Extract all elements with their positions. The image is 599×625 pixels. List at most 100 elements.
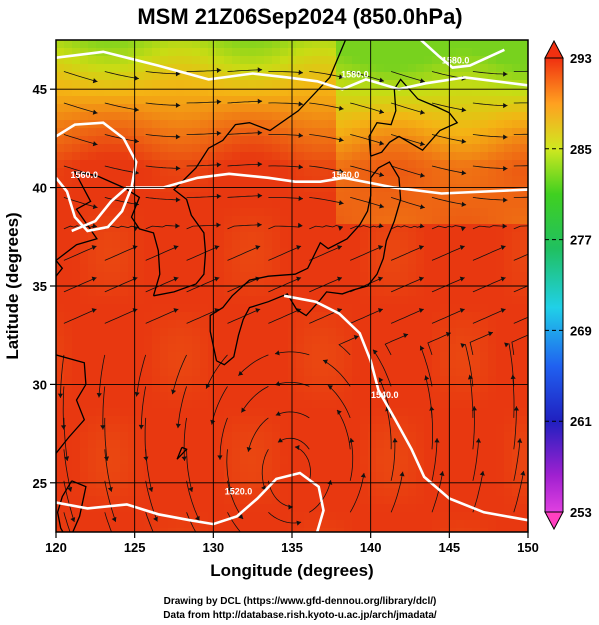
field-cell xyxy=(376,408,385,417)
field-cell xyxy=(56,424,65,433)
field-cell xyxy=(448,176,457,185)
field-cell xyxy=(328,344,337,353)
field-cell xyxy=(504,440,513,449)
field-cell xyxy=(320,528,329,532)
field-cell xyxy=(368,464,377,473)
field-cell xyxy=(496,64,505,73)
field-cell xyxy=(408,192,417,201)
field-cell xyxy=(432,144,441,153)
field-cell xyxy=(352,48,361,57)
field-cell xyxy=(176,40,185,49)
field-cell xyxy=(240,216,249,225)
field-cell xyxy=(408,440,417,449)
field-cell xyxy=(72,464,81,473)
field-cell xyxy=(72,448,81,457)
field-cell xyxy=(216,128,225,137)
field-cell xyxy=(96,312,105,321)
field-cell xyxy=(264,512,273,521)
field-cell xyxy=(464,472,473,481)
field-cell xyxy=(464,400,473,409)
streamline-arrow xyxy=(337,276,342,282)
field-cell xyxy=(128,472,137,481)
field-cell xyxy=(384,448,393,457)
field-cell xyxy=(208,376,217,385)
field-cell xyxy=(80,352,89,361)
field-cell xyxy=(384,360,393,369)
field-cell xyxy=(392,320,401,329)
field-cell xyxy=(320,376,329,385)
field-cell xyxy=(176,272,185,281)
field-cell xyxy=(392,48,401,57)
field-cell xyxy=(256,208,265,217)
field-cell xyxy=(368,440,377,449)
field-cell xyxy=(360,184,369,193)
field-cell xyxy=(192,136,201,145)
field-cell xyxy=(168,160,177,169)
field-cell xyxy=(440,432,449,441)
field-cell xyxy=(352,408,361,417)
field-cell xyxy=(320,320,329,329)
field-cell xyxy=(224,120,233,129)
field-cell xyxy=(152,344,161,353)
field-cell xyxy=(264,48,273,57)
field-cell xyxy=(464,464,473,473)
field-cell xyxy=(64,224,73,233)
field-cell xyxy=(472,400,481,409)
field-cell xyxy=(256,200,265,209)
field-cell xyxy=(320,48,329,57)
streamline xyxy=(186,308,220,324)
field-cell xyxy=(496,272,505,281)
field-cell xyxy=(96,520,105,529)
field-cell xyxy=(408,280,417,289)
field-cell xyxy=(152,136,161,145)
field-cell xyxy=(104,96,113,105)
field-cell xyxy=(168,224,177,233)
field-cell xyxy=(520,144,528,153)
field-cell xyxy=(376,488,385,497)
field-cell xyxy=(504,304,513,313)
field-cell xyxy=(416,480,425,489)
field-cell xyxy=(448,368,457,377)
field-cell xyxy=(240,384,249,393)
streamline-arrow xyxy=(420,172,425,178)
field-cell xyxy=(368,496,377,505)
field-cell xyxy=(296,328,305,337)
field-cell xyxy=(344,48,353,57)
field-cell xyxy=(152,408,161,417)
field-cell xyxy=(104,504,113,513)
field-cell xyxy=(216,224,225,233)
field-cell xyxy=(224,48,233,57)
field-cell xyxy=(168,184,177,193)
field-cell xyxy=(312,288,321,297)
field-cell xyxy=(280,368,289,377)
field-cell xyxy=(216,392,225,401)
field-cell xyxy=(480,392,489,401)
field-cell xyxy=(280,392,289,401)
streamline-arrow xyxy=(70,517,76,523)
field-cell xyxy=(392,280,401,289)
field-cell xyxy=(440,512,449,521)
field-cell xyxy=(112,432,121,441)
streamline xyxy=(227,163,263,167)
field-cell xyxy=(488,464,497,473)
field-cell xyxy=(216,456,225,465)
field-cell xyxy=(240,88,249,97)
field-cell xyxy=(472,416,481,425)
field-cell xyxy=(504,496,513,505)
field-cell xyxy=(200,520,209,529)
field-cell xyxy=(504,368,513,377)
field-cell xyxy=(272,440,281,449)
field-cell xyxy=(328,424,337,433)
field-cell xyxy=(144,336,153,345)
field-cell xyxy=(456,368,465,377)
field-cell xyxy=(264,64,273,73)
field-cell xyxy=(336,128,345,137)
field-cell xyxy=(104,280,113,289)
streamline xyxy=(145,225,180,230)
streamline xyxy=(104,480,117,522)
field-cell xyxy=(504,208,513,217)
field-cell xyxy=(496,88,505,97)
field-cell xyxy=(320,200,329,209)
field-cell xyxy=(296,96,305,105)
field-cell xyxy=(232,376,241,385)
